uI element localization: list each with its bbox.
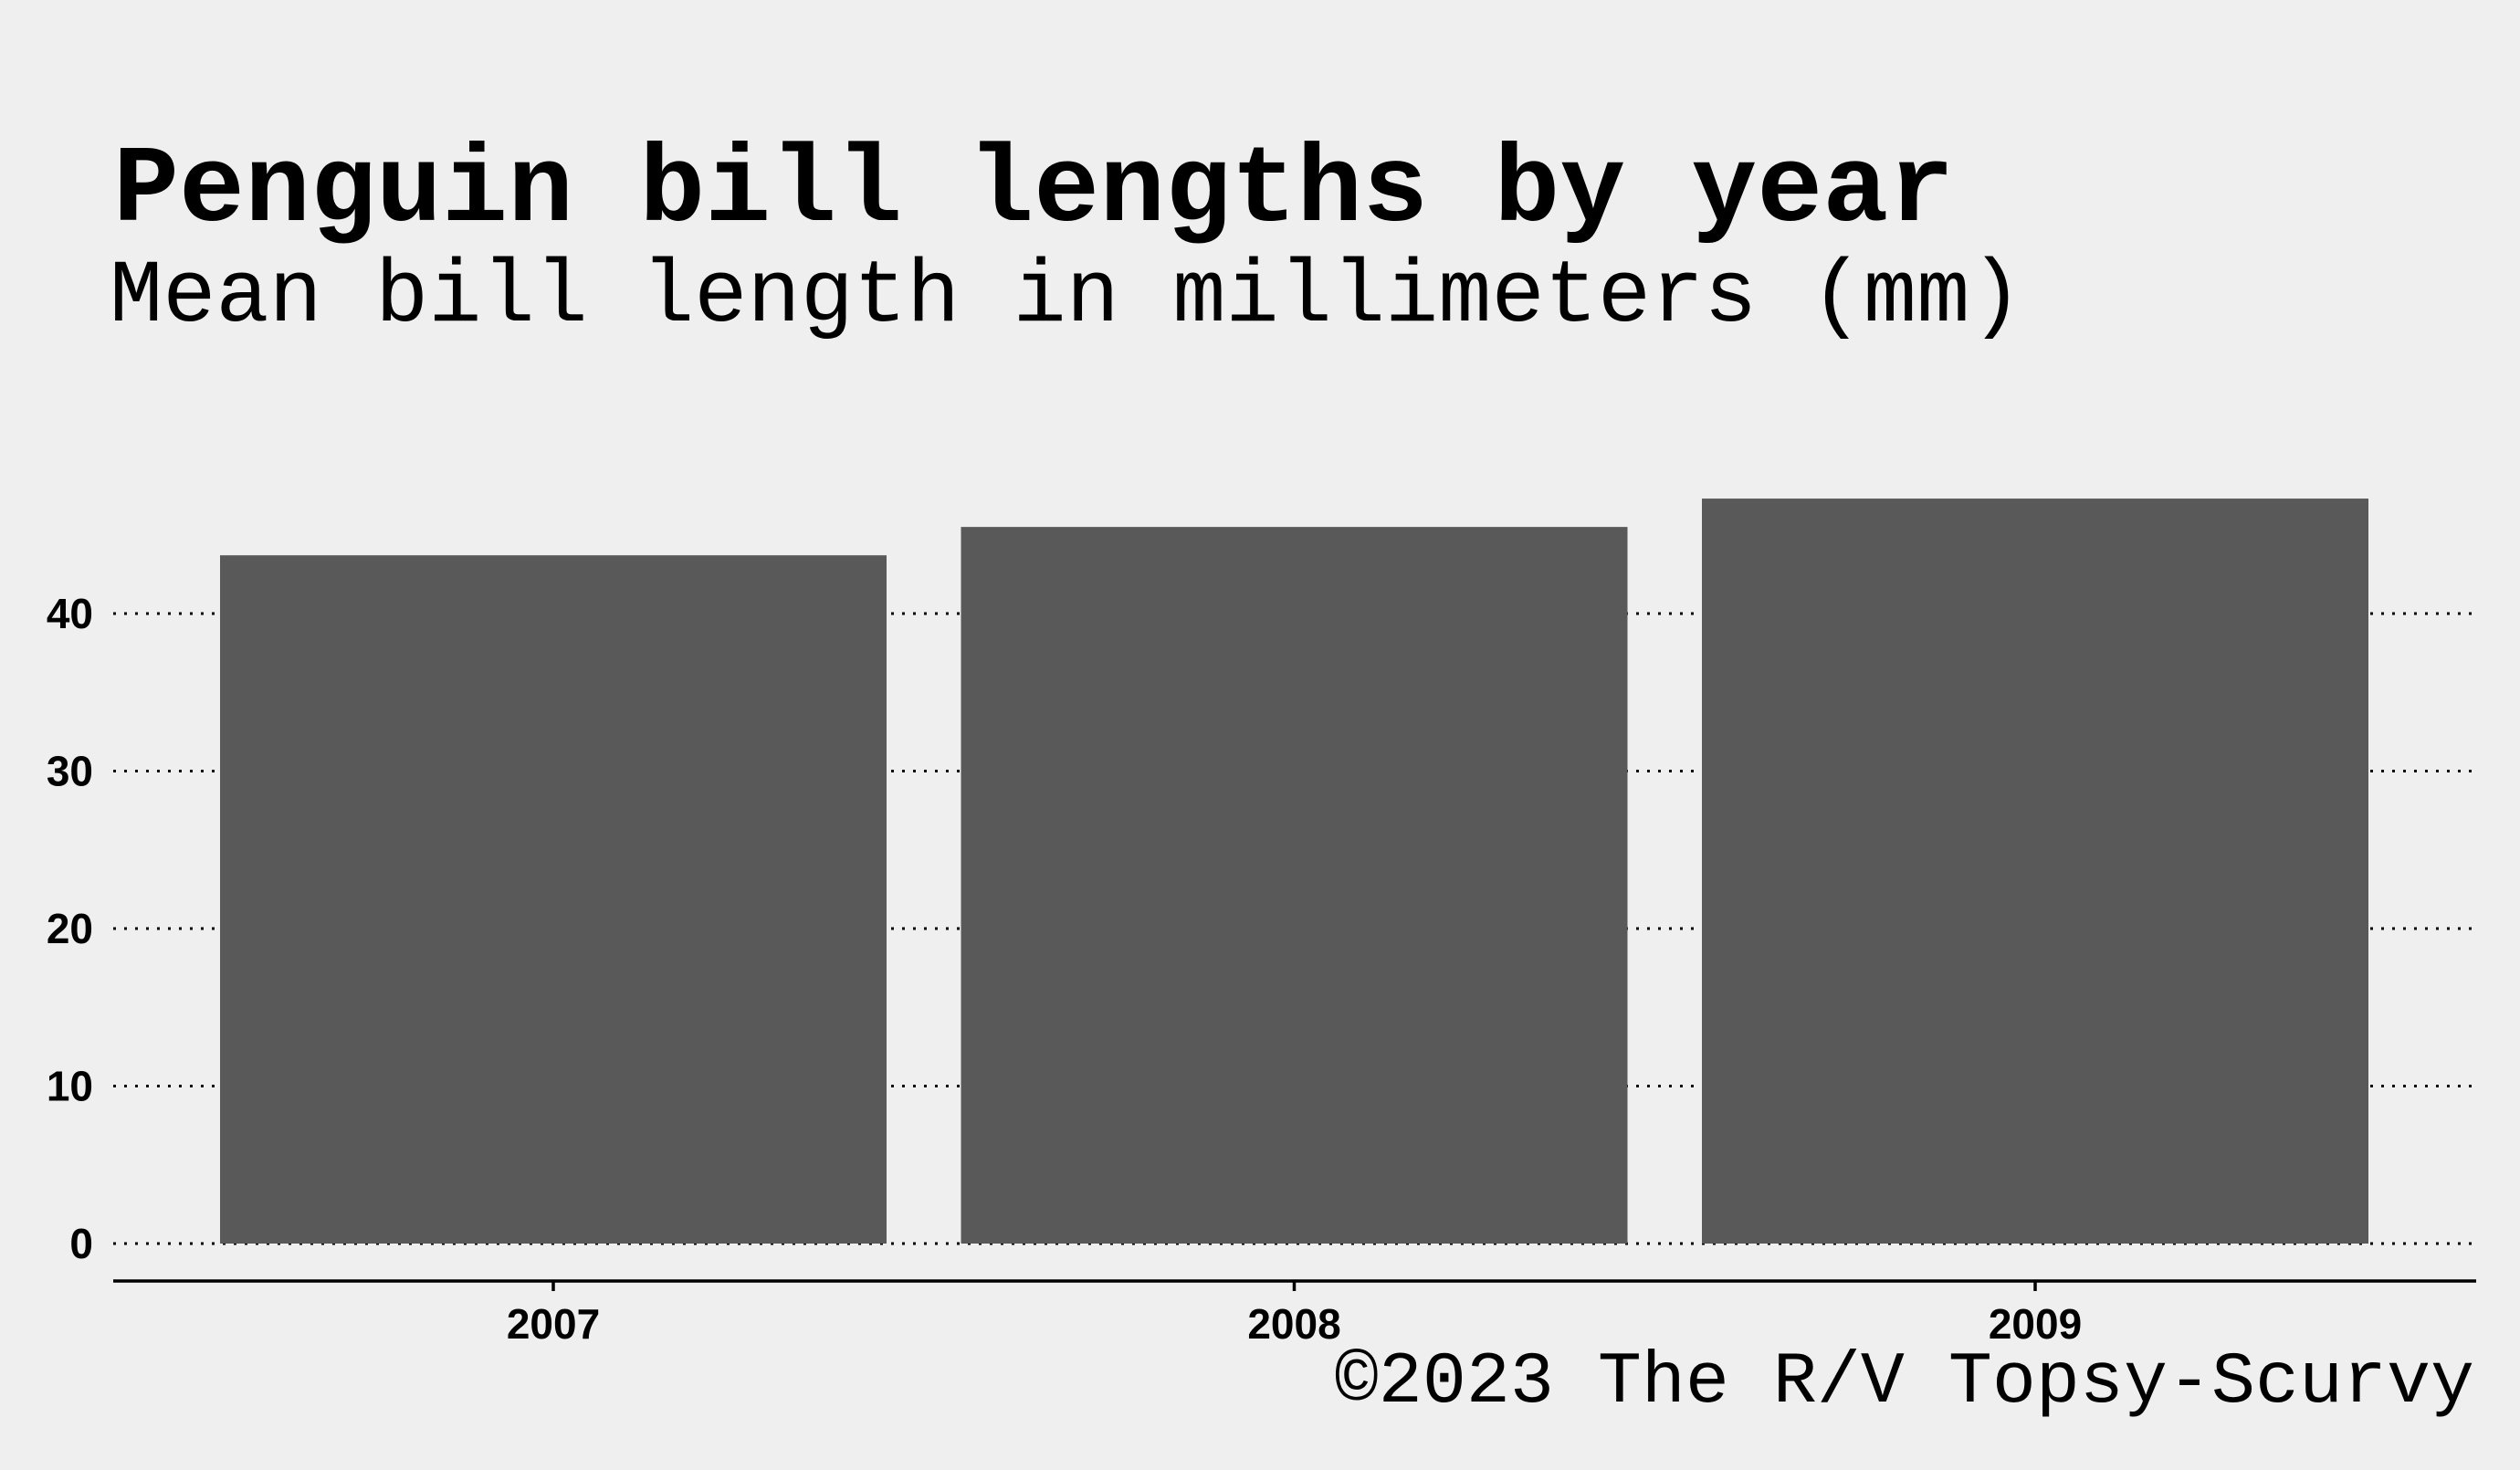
x-tick-label: 2009 [1989, 1300, 2082, 1348]
bar [1702, 499, 2368, 1244]
y-tick-label: 10 [47, 1063, 93, 1110]
y-tick-label: 20 [47, 905, 93, 952]
bar [961, 527, 1628, 1244]
chart-subtitle: Mean bill length in millimeters (mm) [110, 247, 2023, 348]
chart-caption: ©2023 The R/V Topsy-Scurvy [1334, 1341, 2474, 1424]
x-tick-label: 2007 [507, 1300, 600, 1348]
bar [220, 555, 887, 1244]
y-tick-label: 30 [47, 748, 93, 795]
y-tick-label: 40 [47, 590, 93, 637]
chart-title: Penguin bill lengths by year [113, 130, 1955, 254]
x-tick-label: 2008 [1247, 1300, 1340, 1348]
y-tick-label: 0 [69, 1220, 93, 1267]
